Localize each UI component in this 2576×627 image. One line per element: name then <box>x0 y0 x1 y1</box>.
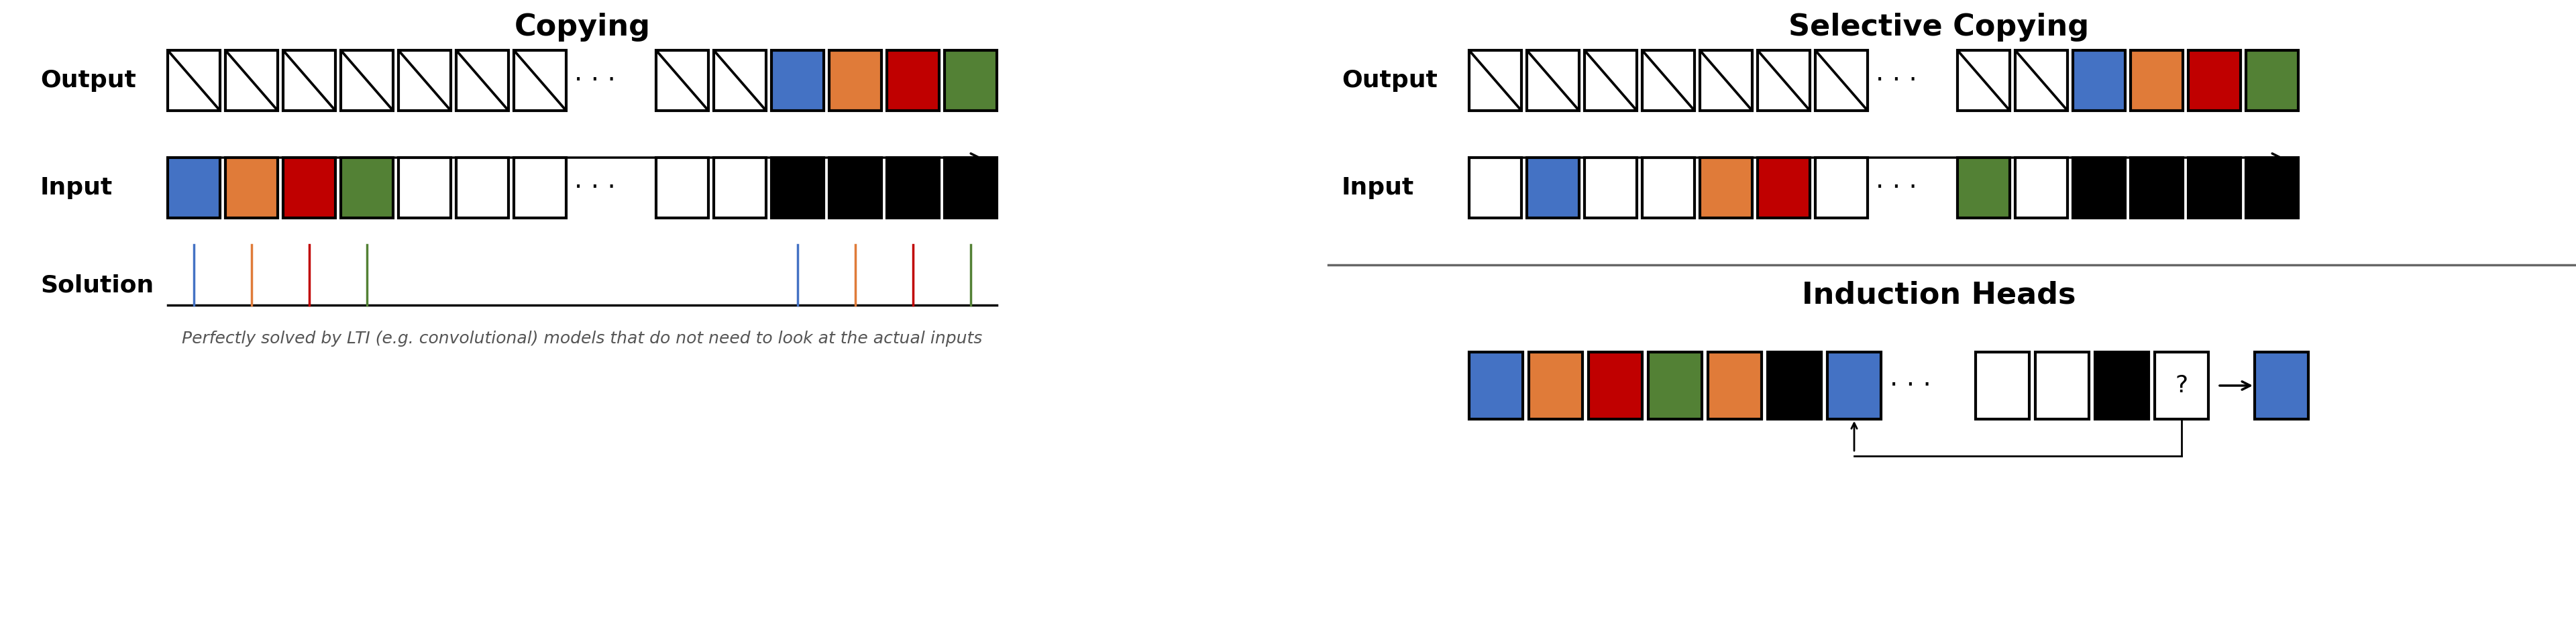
Bar <box>1649 352 1703 419</box>
Bar <box>2035 352 2089 419</box>
Bar <box>770 50 824 110</box>
Bar <box>1767 352 1821 419</box>
Bar <box>1643 157 1695 218</box>
Bar <box>714 50 765 110</box>
Bar <box>1468 157 1522 218</box>
Bar <box>2130 157 2182 218</box>
Bar <box>2254 352 2308 419</box>
Text: ?: ? <box>2174 374 2187 397</box>
Text: · · ·: · · · <box>1875 68 1917 93</box>
Bar <box>283 157 335 218</box>
Bar <box>657 50 708 110</box>
Text: · · ·: · · · <box>1875 175 1917 201</box>
Text: Perfectly solved by LTI (e.g. convolutional) models that do not need to look at : Perfectly solved by LTI (e.g. convolutio… <box>183 330 981 347</box>
Bar <box>945 157 997 218</box>
Bar <box>399 50 451 110</box>
Text: Induction Heads: Induction Heads <box>1801 281 2076 310</box>
Bar <box>1528 157 1579 218</box>
Text: Input: Input <box>1342 176 1414 199</box>
Bar <box>1528 352 1582 419</box>
Bar <box>2154 352 2208 419</box>
Bar <box>1816 157 1868 218</box>
Text: · · ·: · · · <box>1891 373 1932 398</box>
Bar <box>1976 352 2030 419</box>
Text: Output: Output <box>41 69 137 92</box>
Bar <box>1757 157 1811 218</box>
Bar <box>1584 157 1636 218</box>
Bar <box>1958 50 2009 110</box>
Text: Copying: Copying <box>515 13 649 41</box>
Bar <box>829 50 881 110</box>
Bar <box>1958 157 2009 218</box>
Text: Selective Copying: Selective Copying <box>1788 13 2089 41</box>
Bar <box>167 157 219 218</box>
Bar <box>283 50 335 110</box>
Text: Input: Input <box>41 176 113 199</box>
Bar <box>513 157 567 218</box>
Text: · · ·: · · · <box>574 175 616 201</box>
Bar <box>1757 50 1811 110</box>
Bar <box>2130 50 2182 110</box>
Bar <box>2014 50 2069 110</box>
Bar <box>1700 50 1752 110</box>
Bar <box>2074 50 2125 110</box>
Bar <box>1528 50 1579 110</box>
Bar <box>770 157 824 218</box>
Bar <box>167 50 219 110</box>
Bar <box>657 157 708 218</box>
Bar <box>456 50 507 110</box>
Bar <box>340 157 394 218</box>
Text: Output: Output <box>1342 69 1437 92</box>
Bar <box>829 157 881 218</box>
Bar <box>1816 50 1868 110</box>
Bar <box>714 157 765 218</box>
Bar <box>340 50 394 110</box>
Bar <box>456 157 507 218</box>
Bar <box>1468 50 1522 110</box>
Bar <box>1700 157 1752 218</box>
Bar <box>886 50 940 110</box>
Text: Solution: Solution <box>41 273 155 297</box>
Bar <box>2187 157 2241 218</box>
Bar <box>2074 157 2125 218</box>
Bar <box>513 50 567 110</box>
Bar <box>1708 352 1762 419</box>
Bar <box>2246 157 2298 218</box>
Bar <box>1643 50 1695 110</box>
Bar <box>886 157 940 218</box>
Bar <box>2014 157 2069 218</box>
Text: · · ·: · · · <box>574 68 616 93</box>
Bar <box>2187 50 2241 110</box>
Bar <box>2094 352 2148 419</box>
Bar <box>227 50 278 110</box>
Bar <box>227 157 278 218</box>
Bar <box>1589 352 1643 419</box>
Bar <box>399 157 451 218</box>
Bar <box>1584 50 1636 110</box>
Bar <box>2246 50 2298 110</box>
Bar <box>1826 352 1880 419</box>
Bar <box>1468 352 1522 419</box>
Bar <box>945 50 997 110</box>
